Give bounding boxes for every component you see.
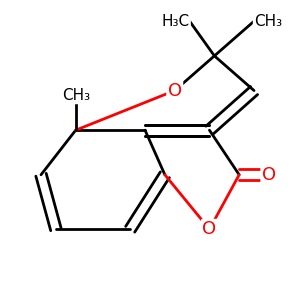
Text: CH₃: CH₃	[254, 14, 282, 29]
Text: CH₃: CH₃	[61, 88, 90, 103]
Text: O: O	[262, 166, 276, 184]
Text: H₃C: H₃C	[161, 14, 190, 29]
Text: O: O	[168, 82, 182, 100]
Text: O: O	[202, 220, 217, 238]
